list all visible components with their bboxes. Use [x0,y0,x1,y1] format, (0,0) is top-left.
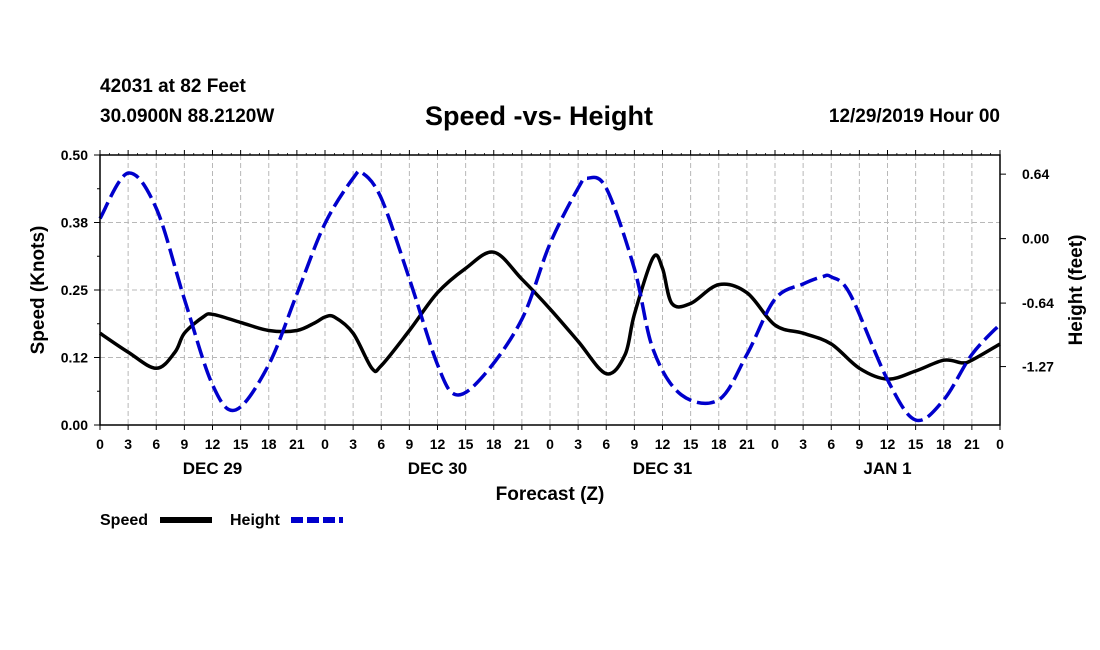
grid-layer [100,155,1000,425]
x-tick-label: 3 [799,436,807,452]
x-tick-label: 15 [683,436,699,452]
y-axis-label: Speed (Knots) [28,226,49,355]
x-tick-label: 15 [908,436,924,452]
y-tick-label: 0.38 [61,215,88,231]
x-tick-label: 3 [124,436,132,452]
x-tick-label: 6 [377,436,385,452]
x-tick-label: 18 [486,436,502,452]
y2-axis-label: Height (feet) [1066,235,1087,346]
x-tick-label: 0 [771,436,779,452]
legend-speed-label: Speed [100,512,148,529]
legend-height-label: Height [230,512,280,529]
x-tick-label: 21 [514,436,530,452]
day-label: DEC 30 [408,459,468,478]
chart-title: Speed -vs- Height [425,101,654,131]
x-tick-label: 21 [739,436,755,452]
series-layer [98,169,1002,423]
x-tick-label: 9 [405,436,413,452]
y-tick-label: 0.12 [61,350,88,366]
x-tick-label: 15 [233,436,249,452]
x-tick-label: 9 [855,436,863,452]
y-tick-label: 0.25 [61,282,88,298]
x-tick-label: 18 [936,436,952,452]
station-label: 42031 at 82 Feet [100,76,246,97]
height-series-line [98,169,1002,423]
y2-tick-label: -0.64 [1022,295,1054,311]
x-tick-label: 6 [602,436,610,452]
timestamp-label: 12/29/2019 Hour 00 [828,106,1000,127]
x-tick-label: 18 [711,436,727,452]
x-tick-label: 0 [321,436,329,452]
x-tick-label: 6 [827,436,835,452]
y-tick-label: 0.50 [61,147,88,163]
x-tick-label: 9 [180,436,188,452]
x-tick-label: 9 [630,436,638,452]
speed-series-line [99,250,1001,381]
y2-tick-label: 0.64 [1022,166,1049,182]
y-tick-label: 0.00 [61,417,88,433]
axis-layer: 0 3 6 9 12 15 18 21 0 3 6 9 12 15 18 21 0 3 6 9 12 15 18 21 0 3 6 9… [61,147,1054,478]
x-tick-label: 15 [458,436,474,452]
x-tick-label: 12 [205,436,221,452]
day-label: DEC 31 [633,459,693,478]
y2-tick-label: 0.00 [1022,231,1049,247]
coordinates-label: 30.0900N 88.2120W [100,106,275,127]
day-label: JAN 1 [863,459,911,478]
x-tick-label: 0 [546,436,554,452]
x-tick-label: 0 [96,436,104,452]
x-tick-label: 21 [964,436,980,452]
x-tick-label: 12 [880,436,896,452]
x-tick-label: 6 [152,436,160,452]
x-axis-label: Forecast (Z) [496,484,605,505]
x-tick-label: 21 [289,436,305,452]
x-tick-label: 12 [430,436,446,452]
x-tick-label: 3 [349,436,357,452]
x-tick-label: 3 [574,436,582,452]
legend: Speed Height [100,512,343,529]
x-tick-label: 0 [996,436,1004,452]
x-tick-label: 12 [655,436,671,452]
day-label: DEC 29 [183,459,243,478]
y2-tick-label: -1.27 [1022,359,1054,375]
x-tick-label: 18 [261,436,277,452]
